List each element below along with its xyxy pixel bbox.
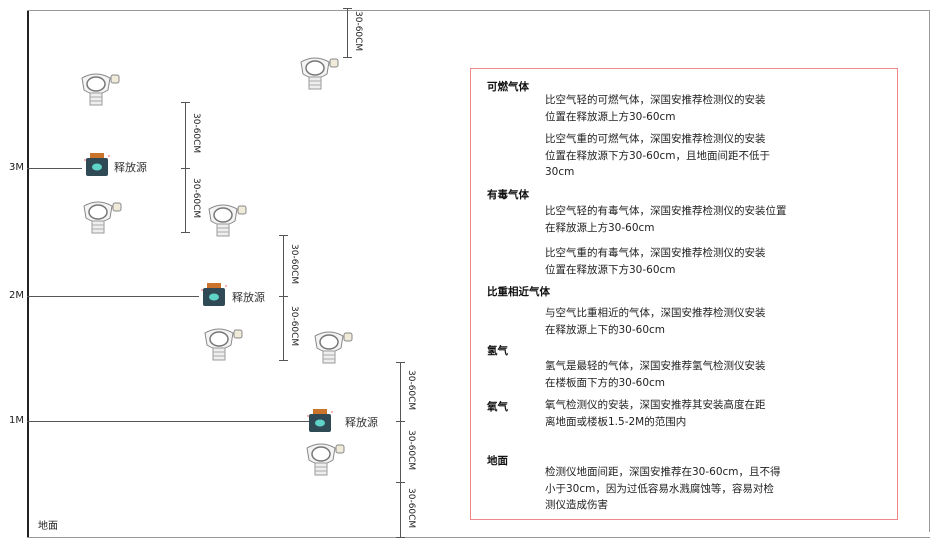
source-label: 释放源 xyxy=(114,161,147,174)
dimension-tick xyxy=(181,168,190,169)
gas-detector-icon xyxy=(78,72,120,110)
ceiling-line xyxy=(27,10,930,11)
dimension-label: 30-60CM xyxy=(406,369,416,410)
note-similar: 与空气比重相近的气体，深国安推荐检测仪安装 在释放源上下的30-60cm xyxy=(545,307,766,336)
gas-detector-icon xyxy=(80,200,122,238)
dimension-label: 30-60CM xyxy=(191,178,201,219)
wall-line xyxy=(27,10,29,538)
level-2m-label: 2M xyxy=(9,290,24,301)
dimension-line xyxy=(400,362,401,421)
level-3m-label: 3M xyxy=(9,162,24,173)
level-1m-line xyxy=(27,421,309,422)
dimension-line xyxy=(185,102,186,168)
dimension-tick xyxy=(396,421,405,422)
heading-similar: 比重相近气体 xyxy=(487,286,550,298)
heading-ground: 地面 xyxy=(487,455,508,467)
dimension-tick xyxy=(181,102,190,103)
dimension-tick xyxy=(343,57,352,58)
floor-line xyxy=(27,537,930,538)
dimension-label: 30-60CM xyxy=(191,113,201,154)
gas-detector-icon xyxy=(303,442,345,480)
note-toxic-heavy: 比空气重的有毒气体，深国安推荐检测仪的安装 位置在释放源下方30-60cm xyxy=(545,247,766,276)
note-ground: 检测仪地面间距，深国安推荐在30-60cm，且不得 小于30cm，因为过低容易水… xyxy=(545,466,781,511)
dimension-tick xyxy=(181,232,190,233)
gas-detector-icon xyxy=(205,203,247,241)
dimension-tick xyxy=(396,537,405,538)
heading-combustible: 可燃气体 xyxy=(487,81,529,93)
note-combustible-heavy: 比空气重的可燃气体，深国安推荐检测仪的安装 位置在释放源下方30-60cm，且地… xyxy=(545,133,771,178)
dimension-label: 30-60CM xyxy=(406,487,416,528)
dimension-tick xyxy=(279,360,288,361)
dimension-line xyxy=(400,421,401,482)
source-label: 释放源 xyxy=(232,291,265,304)
release-source-icon xyxy=(84,152,110,182)
gas-detector-icon xyxy=(311,330,353,368)
dimension-label: 30-60CM xyxy=(289,306,299,347)
release-source-icon xyxy=(307,408,333,438)
note-combustible-light: 比空气轻的可燃气体，深国安推荐检测仪的安装 位置在释放源上方30-60cm xyxy=(545,94,766,123)
right-wall-line xyxy=(929,10,930,532)
dimension-tick xyxy=(343,8,352,9)
source-label: 释放源 xyxy=(345,416,378,429)
gas-detector-icon xyxy=(201,327,243,365)
note-oxygen: 氧气检测仪的安装，深国安推荐其安装高度在距 离地面或楼板1.5-2M的范围内 xyxy=(545,399,766,428)
dimension-line xyxy=(347,8,348,57)
dimension-label: 30-60CM xyxy=(289,243,299,284)
dimension-line xyxy=(283,296,284,360)
gas-detector-icon xyxy=(297,56,339,94)
dimension-label: 30-60CM xyxy=(406,429,416,470)
dimension-tick xyxy=(396,362,405,363)
dimension-tick xyxy=(396,482,405,483)
dimension-line xyxy=(400,482,401,537)
level-1m-label: 1M xyxy=(9,415,24,426)
heading-toxic: 有毒气体 xyxy=(487,189,529,201)
dimension-tick xyxy=(279,235,288,236)
heading-oxygen: 氧气 xyxy=(487,401,508,413)
heading-hydrogen: 氢气 xyxy=(487,345,508,357)
release-source-icon xyxy=(201,282,227,312)
dimension-label: 30-60CM xyxy=(353,10,363,51)
dimension-line xyxy=(185,168,186,232)
dimension-tick xyxy=(279,296,288,297)
note-hydrogen: 氢气是最轻的气体，深国安推荐氢气检测仪安装 在楼板面下方的30-60cm xyxy=(545,360,766,389)
note-toxic-light: 比空气轻的有毒气体，深国安推荐检测仪的安装位置 在释放源上方30-60cm xyxy=(545,205,787,234)
notes-box: 可燃气体 比空气轻的可燃气体，深国安推荐检测仪的安装 位置在释放源上方30-60… xyxy=(470,68,898,520)
dimension-line xyxy=(283,235,284,296)
ground-label: 地面 xyxy=(38,521,58,532)
level-3m-line xyxy=(27,168,82,169)
level-2m-line xyxy=(27,296,199,297)
